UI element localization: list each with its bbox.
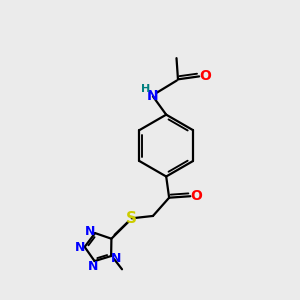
Text: O: O: [190, 189, 202, 203]
Text: N: N: [147, 89, 159, 103]
Text: O: O: [199, 69, 211, 83]
Text: N: N: [85, 225, 95, 238]
Text: S: S: [126, 211, 137, 226]
Text: N: N: [111, 253, 121, 266]
Text: N: N: [74, 241, 85, 254]
Text: N: N: [88, 260, 98, 274]
Text: H: H: [141, 84, 151, 94]
